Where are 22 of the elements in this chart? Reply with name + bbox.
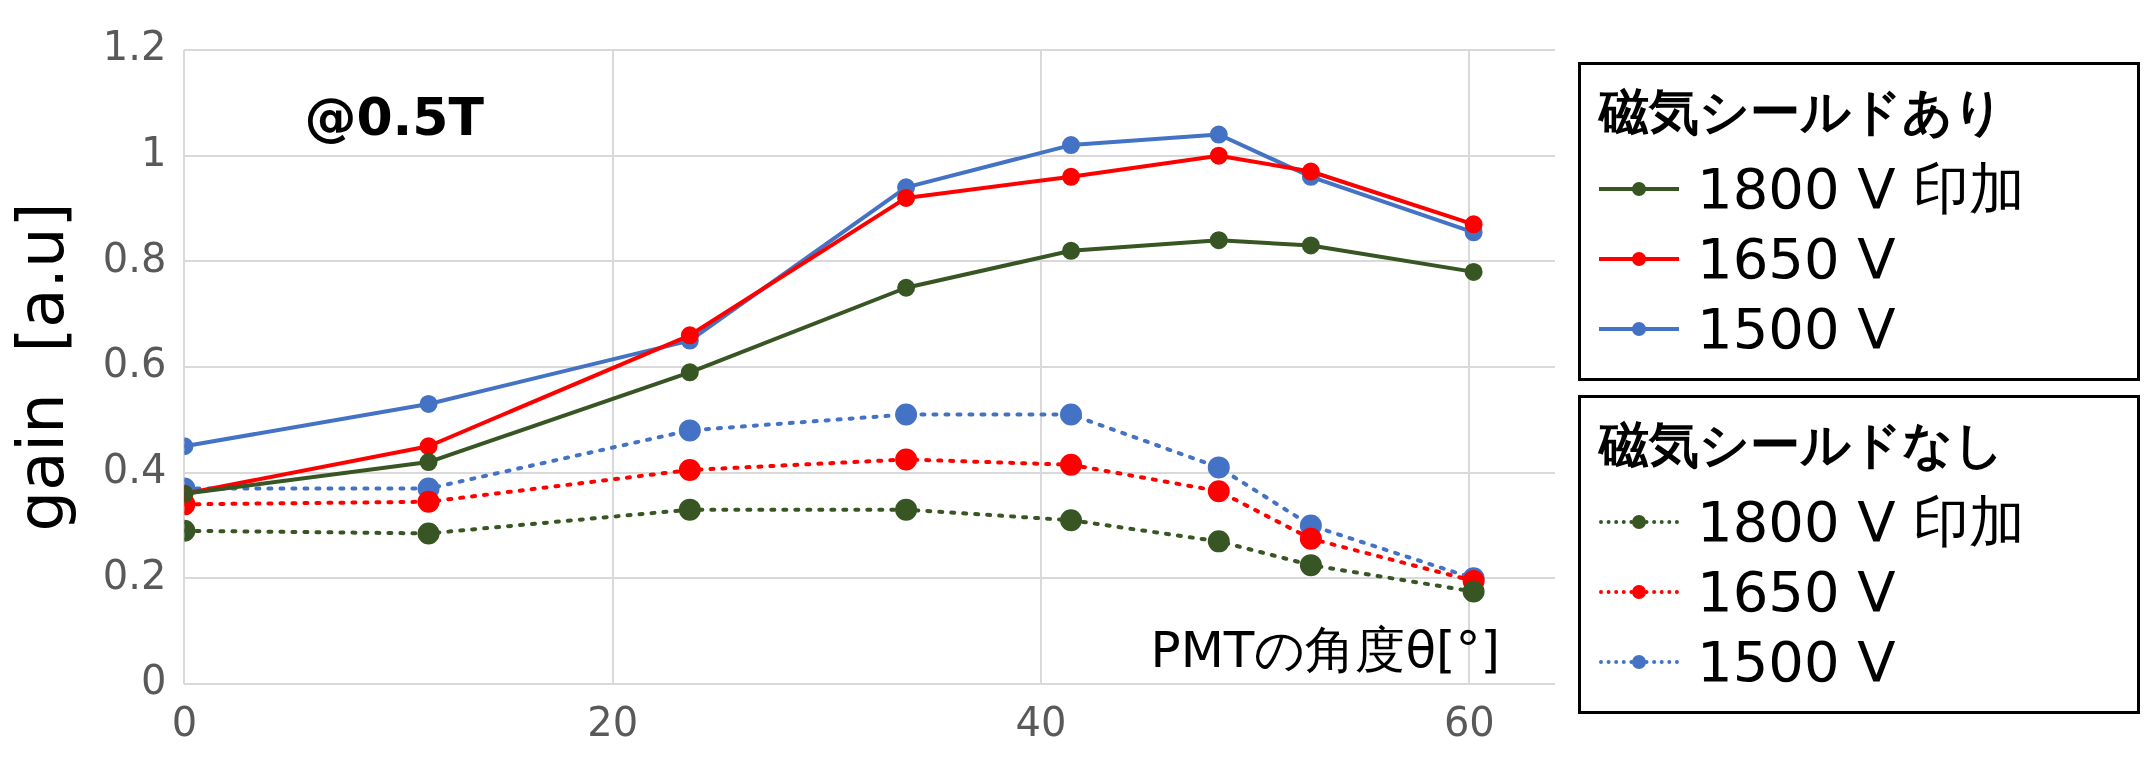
x-tick-label: 40 bbox=[1015, 699, 1067, 746]
legend-label: 1800 V 印加 bbox=[1697, 155, 2026, 223]
x-tick-label: 20 bbox=[587, 699, 639, 746]
text: 磁気シールドあり bbox=[1599, 83, 2004, 141]
annotation: @0.5T bbox=[304, 86, 485, 147]
legend-label: 1650 V bbox=[1697, 225, 1896, 293]
x-tick-label: 0 bbox=[171, 699, 198, 746]
x-axis-title: PMTの角度θ[°] bbox=[1150, 620, 1500, 679]
text: 磁気シールドなし bbox=[1599, 416, 2004, 474]
legend-label: 1800 V 印加 bbox=[1697, 488, 2026, 556]
legend-label: 1500 V bbox=[1697, 628, 1896, 696]
legend-label: 1650 V bbox=[1697, 558, 1896, 626]
y-tick-label: 1.2 bbox=[102, 23, 167, 70]
legend-label: 1500 V bbox=[1697, 295, 1896, 363]
x-tick-label: 60 bbox=[1443, 699, 1495, 746]
y-tick-label: 1 bbox=[140, 129, 167, 176]
y-tick-label: 0 bbox=[140, 657, 167, 704]
y-tick-label: 0.8 bbox=[102, 234, 167, 281]
y-tick-label: 0.6 bbox=[102, 340, 167, 387]
y-tick-label: 0.4 bbox=[102, 446, 167, 493]
y-axis-title: gain [a.u] bbox=[4, 202, 79, 532]
y-tick-label: 0.2 bbox=[102, 551, 167, 598]
